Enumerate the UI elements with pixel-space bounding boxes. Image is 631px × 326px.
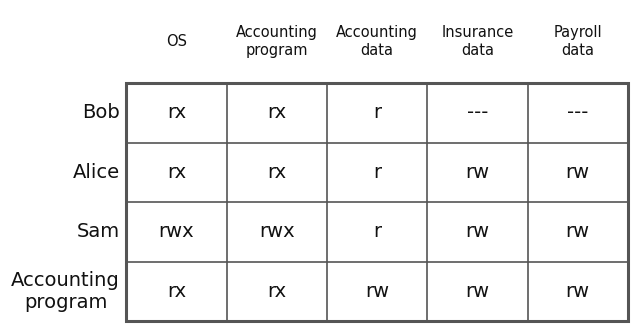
Text: rw: rw <box>465 282 490 301</box>
Text: rw: rw <box>465 222 490 241</box>
Text: r: r <box>373 163 381 182</box>
Text: rx: rx <box>267 103 286 122</box>
Text: rw: rw <box>565 163 590 182</box>
Text: rx: rx <box>267 282 286 301</box>
Text: rx: rx <box>167 282 186 301</box>
Text: rx: rx <box>167 103 186 122</box>
Text: rwx: rwx <box>259 222 295 241</box>
Text: rw: rw <box>465 163 490 182</box>
Text: rwx: rwx <box>158 222 194 241</box>
Text: Bob: Bob <box>82 103 120 122</box>
Text: Accounting
program: Accounting program <box>236 25 317 58</box>
Text: Accounting
data: Accounting data <box>336 25 418 58</box>
Text: r: r <box>373 222 381 241</box>
Text: rw: rw <box>565 282 590 301</box>
Text: rw: rw <box>365 282 389 301</box>
Text: ---: --- <box>467 103 488 122</box>
Text: ---: --- <box>567 103 588 122</box>
Text: Accounting
program: Accounting program <box>11 271 120 312</box>
Text: Sam: Sam <box>77 222 120 241</box>
Text: r: r <box>373 103 381 122</box>
Text: rx: rx <box>267 163 286 182</box>
Text: rw: rw <box>565 222 590 241</box>
Text: Insurance
data: Insurance data <box>441 25 514 58</box>
Bar <box>126 83 628 321</box>
Text: OS: OS <box>166 34 187 49</box>
Text: Payroll
data: Payroll data <box>553 25 602 58</box>
Text: Alice: Alice <box>73 163 120 182</box>
Text: rx: rx <box>167 163 186 182</box>
